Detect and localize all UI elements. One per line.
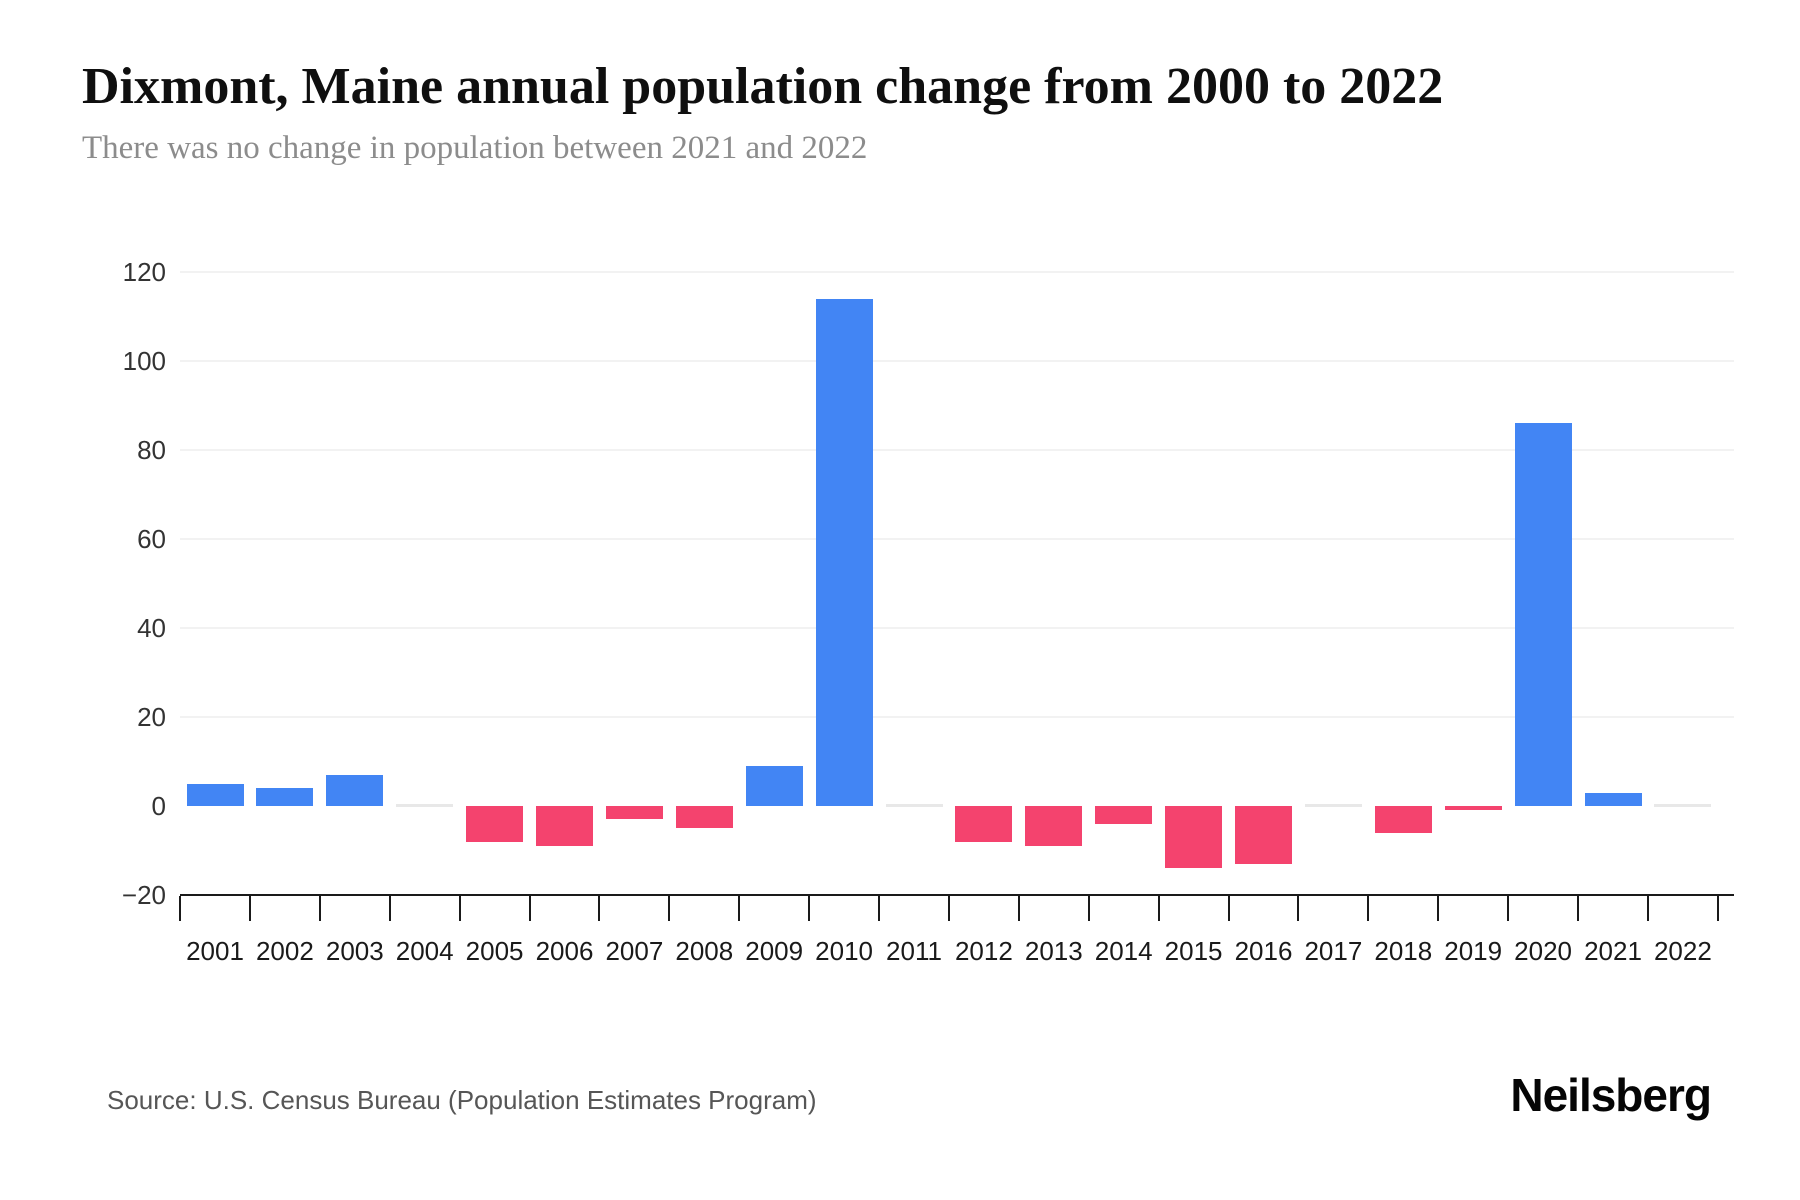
x-axis-label-2013: 2013 <box>1024 936 1083 966</box>
bar-2013 <box>1025 806 1083 847</box>
x-axis-label-2003: 2003 <box>325 936 384 966</box>
bar-2011 <box>885 804 943 807</box>
gridline-y80 <box>180 449 1734 451</box>
bar-2019 <box>1444 806 1502 811</box>
gridline-y40 <box>180 627 1734 629</box>
x-axis-label-2004: 2004 <box>395 936 454 966</box>
x-axis-label-2005: 2005 <box>465 936 524 966</box>
x-tick <box>179 896 182 921</box>
y-axis-label-80: 80 <box>137 435 166 465</box>
x-axis-label-2017: 2017 <box>1304 936 1363 966</box>
x-tick <box>458 896 461 921</box>
neilsberg-logo: Neilsberg <box>1510 1069 1712 1121</box>
x-axis-label-2015: 2015 <box>1164 936 1223 966</box>
x-tick <box>388 896 391 921</box>
bar-2010 <box>815 298 873 806</box>
bar-2002 <box>256 788 314 806</box>
x-axis-line <box>180 894 1734 896</box>
gridline-y100 <box>180 360 1734 362</box>
x-axis-label-2006: 2006 <box>535 936 594 966</box>
y-axis-label--20: −20 <box>121 880 166 910</box>
gridline-y120 <box>180 271 1734 273</box>
y-axis-label-20: 20 <box>137 702 166 732</box>
x-tick <box>808 896 811 921</box>
bar-2012 <box>955 806 1013 842</box>
x-axis-label-2012: 2012 <box>954 936 1013 966</box>
bar-2022 <box>1654 804 1712 807</box>
x-axis-label-2009: 2009 <box>745 936 804 966</box>
x-tick <box>248 896 251 921</box>
bar-2004 <box>396 804 454 807</box>
x-axis-label-2011: 2011 <box>886 936 942 966</box>
x-tick <box>1157 896 1160 921</box>
bar-2017 <box>1304 804 1362 807</box>
x-axis-label-2010: 2010 <box>815 936 874 966</box>
x-tick <box>878 896 881 921</box>
bar-2021 <box>1584 792 1642 806</box>
y-axis-label-100: 100 <box>122 346 166 376</box>
x-axis-label-2008: 2008 <box>675 936 734 966</box>
y-axis-label-0: 0 <box>151 791 166 821</box>
x-tick <box>318 896 321 921</box>
bar-2003 <box>326 774 384 806</box>
x-tick <box>947 896 950 921</box>
x-tick <box>1507 896 1510 921</box>
x-tick <box>1646 896 1649 921</box>
x-tick <box>1437 896 1440 921</box>
x-axis-label-2018: 2018 <box>1374 936 1433 966</box>
x-axis-label-2022: 2022 <box>1653 936 1712 966</box>
bar-2001 <box>186 783 244 806</box>
x-axis-label-2021: 2021 <box>1584 936 1642 966</box>
source-note: Source: U.S. Census Bureau (Population E… <box>107 1085 817 1115</box>
bar-2020 <box>1514 423 1572 806</box>
y-axis-label-120: 120 <box>122 257 166 287</box>
bar-2016 <box>1235 806 1292 864</box>
x-axis-label-2002: 2002 <box>255 936 314 966</box>
gridline-y20 <box>180 716 1734 718</box>
chart-subtitle: There was no change in population betwee… <box>82 130 868 166</box>
y-axis-label-60: 60 <box>137 524 166 554</box>
x-tick <box>1577 896 1580 921</box>
bar-2009 <box>745 765 803 806</box>
x-tick <box>1297 896 1300 921</box>
chart-title: Dixmont, Maine annual population change … <box>82 58 1444 115</box>
x-tick <box>668 896 671 921</box>
x-tick <box>528 896 531 921</box>
bar-2018 <box>1374 806 1432 833</box>
bar-2007 <box>605 806 663 820</box>
x-axis-label-2007: 2007 <box>605 936 664 966</box>
gridline-y60 <box>180 538 1734 540</box>
x-tick <box>598 896 601 921</box>
x-tick <box>738 896 741 921</box>
x-tick <box>1367 896 1370 921</box>
x-axis-label-2014: 2014 <box>1094 936 1153 966</box>
x-tick <box>1227 896 1230 921</box>
x-tick <box>1017 896 1020 921</box>
bar-2008 <box>675 806 733 829</box>
x-tick <box>1716 896 1719 921</box>
bar-2014 <box>1095 806 1153 824</box>
x-tick <box>1087 896 1090 921</box>
bar-2006 <box>536 806 593 847</box>
bar-2005 <box>466 806 524 842</box>
x-axis-label-2019: 2019 <box>1444 936 1503 966</box>
bar-2015 <box>1165 806 1223 869</box>
x-axis-label-2016: 2016 <box>1234 936 1293 966</box>
x-axis-label-2001: 2001 <box>186 936 244 966</box>
y-axis-label-40: 40 <box>137 613 166 643</box>
x-axis-label-2020: 2020 <box>1514 936 1573 966</box>
